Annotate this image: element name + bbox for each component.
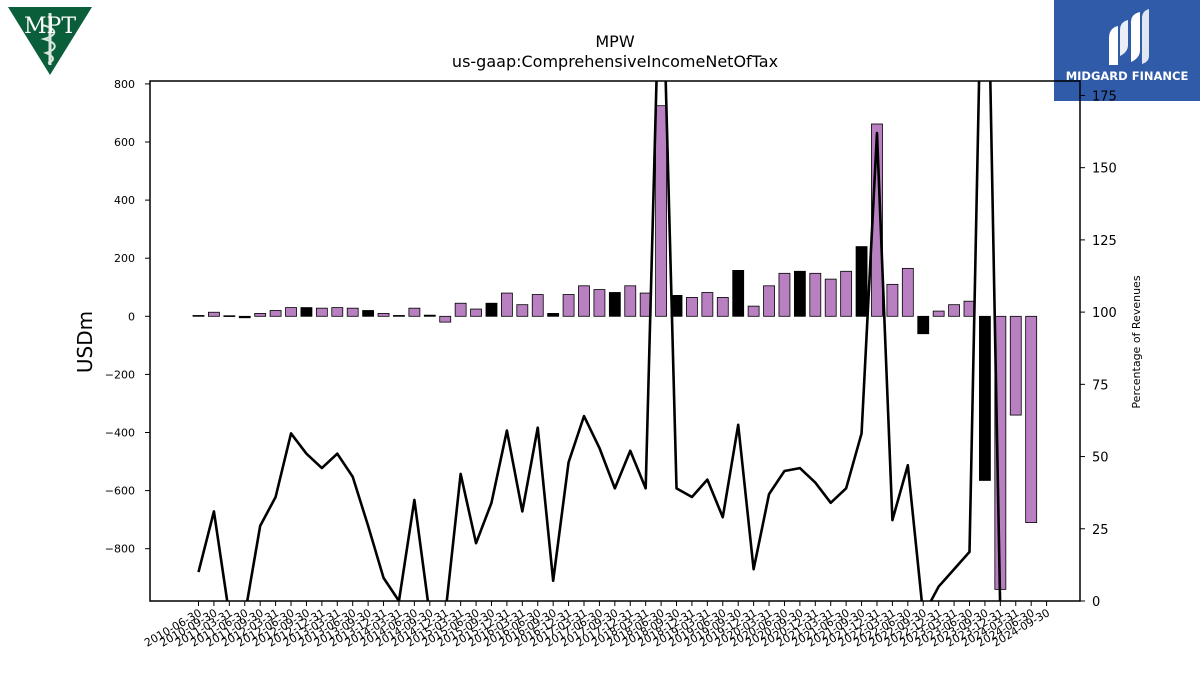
bar-2024-06-30	[1025, 315, 1038, 523]
bar-2018-12-31	[686, 297, 698, 317]
bar-2020-12-31	[809, 272, 822, 317]
midgard-finance-label: MIDGARD FINANCE	[1065, 69, 1189, 83]
axes: −800 −600 −400 −200 0 200 400 600 800 0 25 50 75 100 1…	[105, 78, 1117, 650]
bar-2016-09-30	[547, 312, 560, 317]
y-tick-label: 0	[128, 310, 135, 323]
bar-2020-03-31	[763, 285, 775, 317]
bar-2013-06-30	[346, 307, 359, 317]
bar-2012-12-31	[315, 307, 328, 317]
chart-subtitle: us-gaap:ComprehensiveIncomeNetOfTax	[451, 52, 779, 71]
y2-tick-label: 75	[1092, 378, 1109, 393]
bar-2020-09-30	[793, 270, 806, 317]
bar-2017-06-30	[593, 289, 606, 317]
mpt-logo: MPT	[8, 7, 92, 81]
chart-title: MPW	[595, 32, 635, 51]
bar-2011-03-31	[223, 315, 236, 317]
bar-2019-09-30	[732, 270, 745, 317]
bar-2023-09-30	[979, 315, 991, 481]
plot-frame	[149, 80, 1081, 602]
bar-2015-09-30	[485, 302, 498, 317]
bar-2014-06-30	[408, 307, 421, 317]
pct-line-layer	[197, 81, 1002, 601]
y2-tick-label: 125	[1092, 234, 1117, 249]
y-axis-label: USDm	[73, 311, 97, 373]
midgard-finance-logo: MIDGARD FINANCE	[1054, 0, 1200, 101]
y-tick-label: 600	[114, 136, 135, 149]
bar-2017-09-30	[608, 292, 621, 317]
y-tick-label: 800	[114, 78, 135, 91]
bar-2011-09-30	[254, 312, 267, 317]
mpt-logo-text: MPT	[24, 14, 76, 39]
bar-2019-03-31	[701, 292, 714, 317]
y-tick-label: −400	[105, 427, 135, 440]
pct-of-revenues-line	[197, 81, 1002, 601]
y2-axis-label: Percentage of Revenues	[1130, 275, 1143, 408]
y2-tick-label: 100	[1092, 306, 1117, 321]
bar-2014-09-30	[423, 314, 436, 317]
bar-2020-06-30	[778, 272, 791, 317]
bar-2019-12-31	[747, 305, 760, 317]
bar-2014-03-31	[393, 315, 405, 317]
bar-2017-03-31	[578, 285, 590, 317]
bar-2011-06-30	[238, 315, 251, 319]
bar-2023-03-31	[948, 304, 960, 317]
bar-2021-09-30	[855, 246, 868, 317]
bar-2013-12-31	[377, 312, 390, 317]
bar-2016-03-31	[516, 304, 529, 317]
y-tick-label: 400	[114, 194, 135, 207]
bar-2018-06-30	[655, 105, 667, 317]
bar-2012-03-31	[269, 310, 282, 317]
bar-2024-03-31	[1009, 315, 1022, 416]
bar-2014-12-31	[439, 315, 452, 323]
y-tick-label: 200	[114, 252, 135, 265]
bar-2012-06-30	[285, 307, 297, 317]
y2-tick-label: 0	[1092, 595, 1100, 610]
bar-2012-09-30	[300, 307, 313, 317]
bar-2016-06-30	[531, 294, 544, 317]
bar-2017-12-31	[624, 285, 637, 317]
bar-2016-12-31	[562, 294, 575, 317]
bar-2022-12-31	[932, 310, 945, 317]
bar-2022-06-30	[901, 267, 914, 317]
bar-2022-03-31	[886, 283, 899, 317]
y-tick-label: −600	[105, 485, 135, 498]
bar-2015-12-31	[500, 292, 513, 317]
y-tick-label: −200	[105, 368, 135, 381]
bar-2015-03-31	[454, 302, 467, 317]
y-tick-label: −800	[105, 543, 135, 556]
y2-tick-label: 50	[1092, 451, 1109, 466]
bar-2015-06-30	[470, 308, 482, 317]
y2-tick-label: 150	[1092, 162, 1117, 177]
y2-tick-label: 25	[1092, 523, 1109, 538]
bar-2019-06-30	[716, 297, 729, 317]
bar-2021-03-31	[824, 278, 837, 317]
bar-2022-09-30	[917, 315, 930, 335]
bar-2021-06-30	[840, 270, 853, 317]
y2-tick-label: 175	[1092, 89, 1117, 104]
bars	[192, 105, 1038, 590]
bar-2010-06-30	[192, 315, 205, 317]
bar-2010-09-30	[208, 311, 220, 317]
bar-2013-09-30	[362, 310, 375, 317]
bar-2013-03-31	[331, 307, 344, 317]
